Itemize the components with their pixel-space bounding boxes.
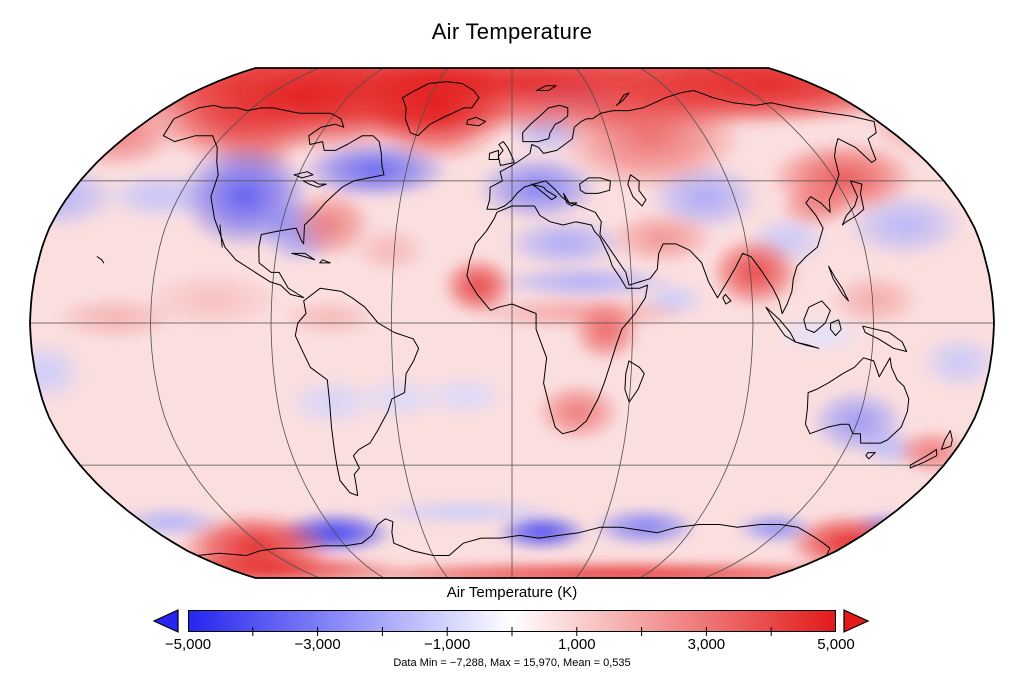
anomaly-blob [30,162,119,230]
anomaly-blob [919,333,994,391]
graticule [30,67,994,579]
anomaly-blob [774,316,866,354]
colorbar-left-arrow-icon [152,609,179,633]
coastline [293,171,314,179]
anomaly-blob [570,299,642,363]
coastline [530,183,557,201]
coastline [909,448,938,469]
coastline [466,205,649,435]
anomaly-blob [141,270,283,330]
colorbar-tick-label: −3,000 [294,636,341,653]
coastline [830,319,842,337]
anomaly-blob [314,560,936,578]
anomaly-blob [829,273,921,327]
anomaly-blob [709,235,801,309]
colorbar-tick-label: 3,000 [687,636,726,653]
coastline [486,90,877,314]
stats-line: Data Min = −7,288, Max = 15,970, Mean = … [393,657,631,669]
coastline [794,341,820,349]
anomaly-blob [356,375,444,421]
colorbar-decorations [152,609,870,636]
coastline [522,104,569,143]
coastline [579,177,611,194]
coastline [96,256,105,264]
coastline [319,259,331,264]
anomaly-blob [768,140,918,216]
coastline [302,180,327,188]
colorbar-tick-label: −1,000 [424,636,471,653]
coastline [291,252,316,261]
coastline [219,224,223,248]
colorbar-title: Air Temperature (K) [446,584,578,601]
anomaly-blob [176,512,334,578]
anomaly-blob [502,217,628,269]
coastline [940,430,953,450]
anomaly-blob [591,506,699,548]
colorbar-tick-label: 5,000 [817,636,855,653]
coastline [197,518,831,556]
coastline [862,325,908,352]
coastline [841,180,865,226]
anomaly-blob [534,382,622,442]
coastline [803,300,831,333]
coastline [497,141,515,166]
coastline [865,452,876,460]
coastline [828,265,849,302]
coastlines-layer [96,81,953,556]
coastline [294,287,420,497]
colorbar-tick-label: −5,000 [164,636,212,653]
coastline [616,92,630,106]
coastline [722,294,732,305]
plot-title: Air Temperature [431,19,593,44]
colorbar-tick-label: 1,000 [558,636,596,653]
coastline [466,116,487,127]
anomaly-blob [352,225,428,275]
colorbar-right-arrow-icon [843,609,870,633]
anomaly-blob [493,264,677,300]
map-outline [29,67,995,579]
coastline [488,149,500,160]
coastline [627,174,647,207]
colorbar: −5,000 −3,000 −1,000 1,000 3,000 5,000 [150,603,890,663]
anomaly-blob [608,211,716,265]
anomaly-blob [362,68,512,164]
anomaly-blob [30,339,86,405]
coastline [624,360,645,403]
coastline [162,104,385,299]
coastline [401,81,480,137]
anomaly-blob [286,376,378,428]
coastline [563,192,578,207]
anomaly-blob [494,513,590,551]
anomaly-blob [441,256,515,316]
anomaly-blob [421,374,509,418]
coastline [805,357,910,444]
colorbar-ticks [252,627,772,636]
anomaly-blob [177,142,313,250]
anomaly-blob [52,295,178,341]
anomaly-blob [809,388,907,456]
coastline [536,85,557,91]
anomaly-blob [281,299,379,337]
